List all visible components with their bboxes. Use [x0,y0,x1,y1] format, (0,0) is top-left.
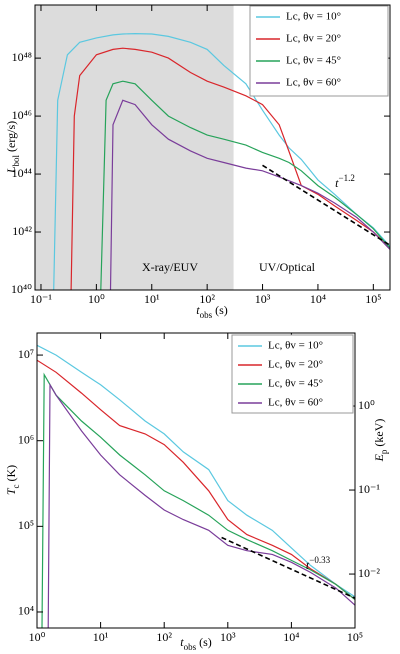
x-tick-label: 10⁵ [347,630,363,644]
y-axis-label: Lbol (erg/s) [4,121,21,174]
fit-label: t−1.2 [335,173,355,190]
y2-tick-label: 10⁻¹ [358,482,380,496]
fit-label-part: t [335,176,339,190]
legend-label: Lc, θv = 60° [286,77,341,89]
region-label: X-ray/EUV [142,260,198,274]
x-axis-label-part: obs [184,642,197,652]
plot-frame [36,332,356,629]
legend-label: Lc, θv = 60° [268,397,323,409]
x-tick-label: 10⁴ [310,292,326,306]
legend-label: Lc, θv = 45° [268,378,323,390]
x-tick-label: 10¹ [144,292,160,306]
fit-line [221,536,355,599]
series-line [100,80,390,290]
x-tick-label: 10³ [220,630,236,644]
fit-label-part: −1.2 [339,173,355,183]
x-tick-label: 10² [199,292,215,306]
x-axis-label: tobs (s) [180,635,212,652]
legend: Lc, θv = 10° Lc, θv = 20° Lc, θv = 45° Lc, … [249,5,389,97]
y-tick-label: 10⁴² [12,224,32,238]
y-axis-label-part: bol [11,154,21,166]
fit-label-part: t [306,558,310,572]
y-axis-label-part: c [11,484,21,488]
y-tick-label: 10⁴⁰ [11,282,32,296]
plot-frame [34,4,391,291]
x-tick-label: 10² [156,630,172,644]
x-axis-label-part: t [180,635,184,649]
shaded-region [35,5,234,290]
y2-axis-label-part: E [372,453,386,462]
legend-label: Lc, θv = 45° [286,55,341,67]
x-tick-label: 10⁰ [29,630,46,644]
series-line [109,99,390,290]
y-axis-label-part: T [4,487,18,495]
y2-axis-label-part: p [379,449,389,454]
x-tick-label: 10¹ [93,630,109,644]
x-tick-label: 10⁵ [365,292,381,306]
y-tick-label: 10⁴⁴ [12,166,32,180]
y-tick-label: 10⁷ [18,347,34,361]
legend-label: Lc, θv = 20° [286,33,341,45]
x-axis-label-part: obs [200,310,213,320]
x-tick-label: 10⁻¹ [30,292,52,306]
series-line [37,344,355,598]
x-tick-label: 10³ [255,292,271,306]
x-tick-label: 10⁰ [88,292,105,306]
legend-label: Lc, θv = 10° [268,340,323,352]
y-tick-label: 10⁵ [18,518,34,532]
series-line [37,359,355,600]
region-label: UV/Optical [259,260,316,274]
x-tick-label: 10⁴ [283,630,299,644]
series-line [41,372,355,628]
legend-box [231,334,354,414]
series-line [70,47,390,290]
x-axis-label-part: (s) [196,635,212,649]
x-axis-label: tobs (s) [196,303,228,320]
series-line [53,32,390,290]
y-axis-label-part: (K) [4,465,18,485]
y2-axis-label-part: (keV) [372,419,386,450]
series-line [47,382,355,628]
y-tick-label: 10⁶ [18,432,34,446]
y-tick-label: 10⁴ [18,604,34,618]
y-tick-label: 10⁴⁸ [12,50,32,64]
legend: Lc, θv = 10° Lc, θv = 20° Lc, θv = 45° Lc, … [231,334,354,414]
fit-label: t−0.33 [306,555,331,572]
legend-box [249,5,389,97]
x-axis-label-part: t [196,303,200,317]
legend-label: Lc, θv = 20° [268,359,323,371]
y2-tick-label: 10⁰ [358,398,375,412]
fit-label-part: −0.33 [309,555,330,565]
y-axis-label-part: L [4,166,18,174]
y-axis-label: Tc (K) [4,465,21,495]
y-axis-label-part: (erg/s) [4,121,18,155]
y2-tick-label: 10⁻² [358,566,380,580]
y-tick-label: 10⁴⁶ [12,108,32,122]
x-axis-label-part: (s) [212,303,228,317]
legend-label: Lc, θv = 10° [286,11,341,23]
fit-line [262,164,390,246]
y2-axis-label: Ep (keV) [372,419,389,463]
